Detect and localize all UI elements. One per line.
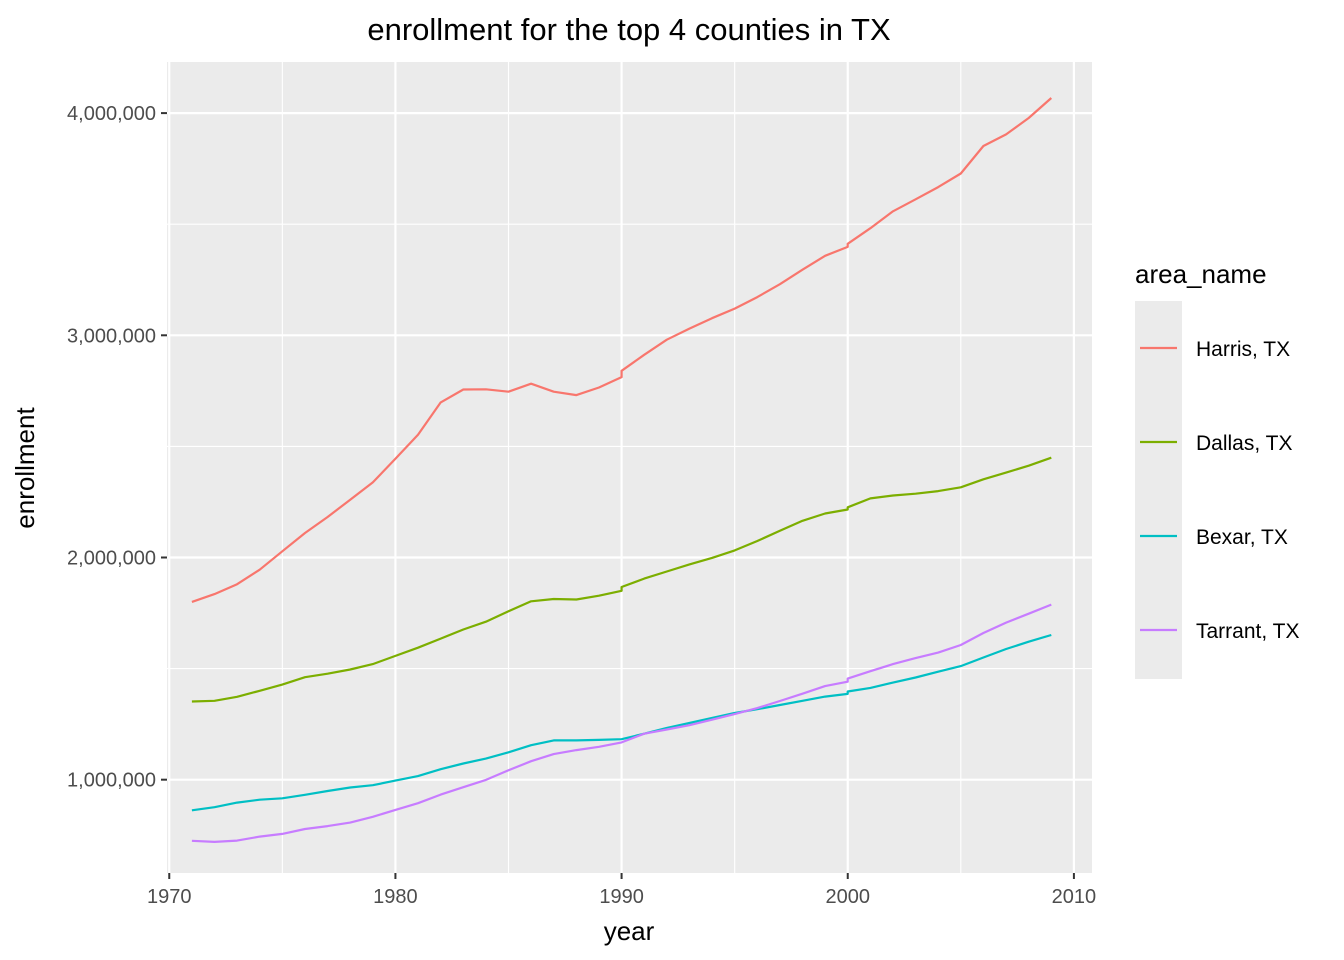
y-axis: 1,000,000 2,000,000 3,000,000 4,000,000	[67, 103, 167, 792]
major-gridlines	[167, 62, 1092, 873]
y-tick-label: 1,000,000	[67, 770, 156, 792]
y-tick-label: 4,000,000	[67, 103, 156, 125]
y-tick-label: 2,000,000	[67, 547, 156, 569]
series-line	[191, 456, 1052, 703]
legend-key-background	[1135, 301, 1182, 679]
plot-panel	[167, 62, 1092, 873]
legend-title: area_name	[1135, 259, 1267, 289]
legend-label: Tarrant, TX	[1196, 620, 1299, 643]
x-tick-label: 1990	[599, 886, 644, 908]
x-axis: 1970 1980 1990 2000 2010	[147, 873, 1096, 908]
series-line	[191, 97, 1053, 603]
legend-items: Harris, TX Dallas, TX Bexar, TX Tarrant, TX	[1140, 338, 1299, 643]
legend-label: Bexar, TX	[1196, 526, 1288, 549]
series-line	[191, 603, 1052, 843]
x-tick-label: 2000	[825, 886, 870, 908]
y-axis-title: enrollment	[10, 407, 40, 529]
legend-label: Harris, TX	[1196, 338, 1290, 361]
chart-title: enrollment for the top 4 counties in TX	[367, 12, 891, 47]
y-tick-label: 3,000,000	[67, 325, 156, 347]
minor-gridlines	[167, 62, 1092, 873]
x-tick-label: 1980	[373, 886, 418, 908]
x-tick-label: 1970	[147, 886, 192, 908]
series-lines	[191, 97, 1053, 843]
series-line	[191, 633, 1052, 812]
legend-label: Dallas, TX	[1196, 432, 1292, 455]
x-tick-label: 2010	[1052, 886, 1097, 908]
x-axis-title: year	[604, 916, 655, 946]
legend: area_name Harris, TX Dallas, TX Bexar, TX T…	[1135, 259, 1299, 679]
